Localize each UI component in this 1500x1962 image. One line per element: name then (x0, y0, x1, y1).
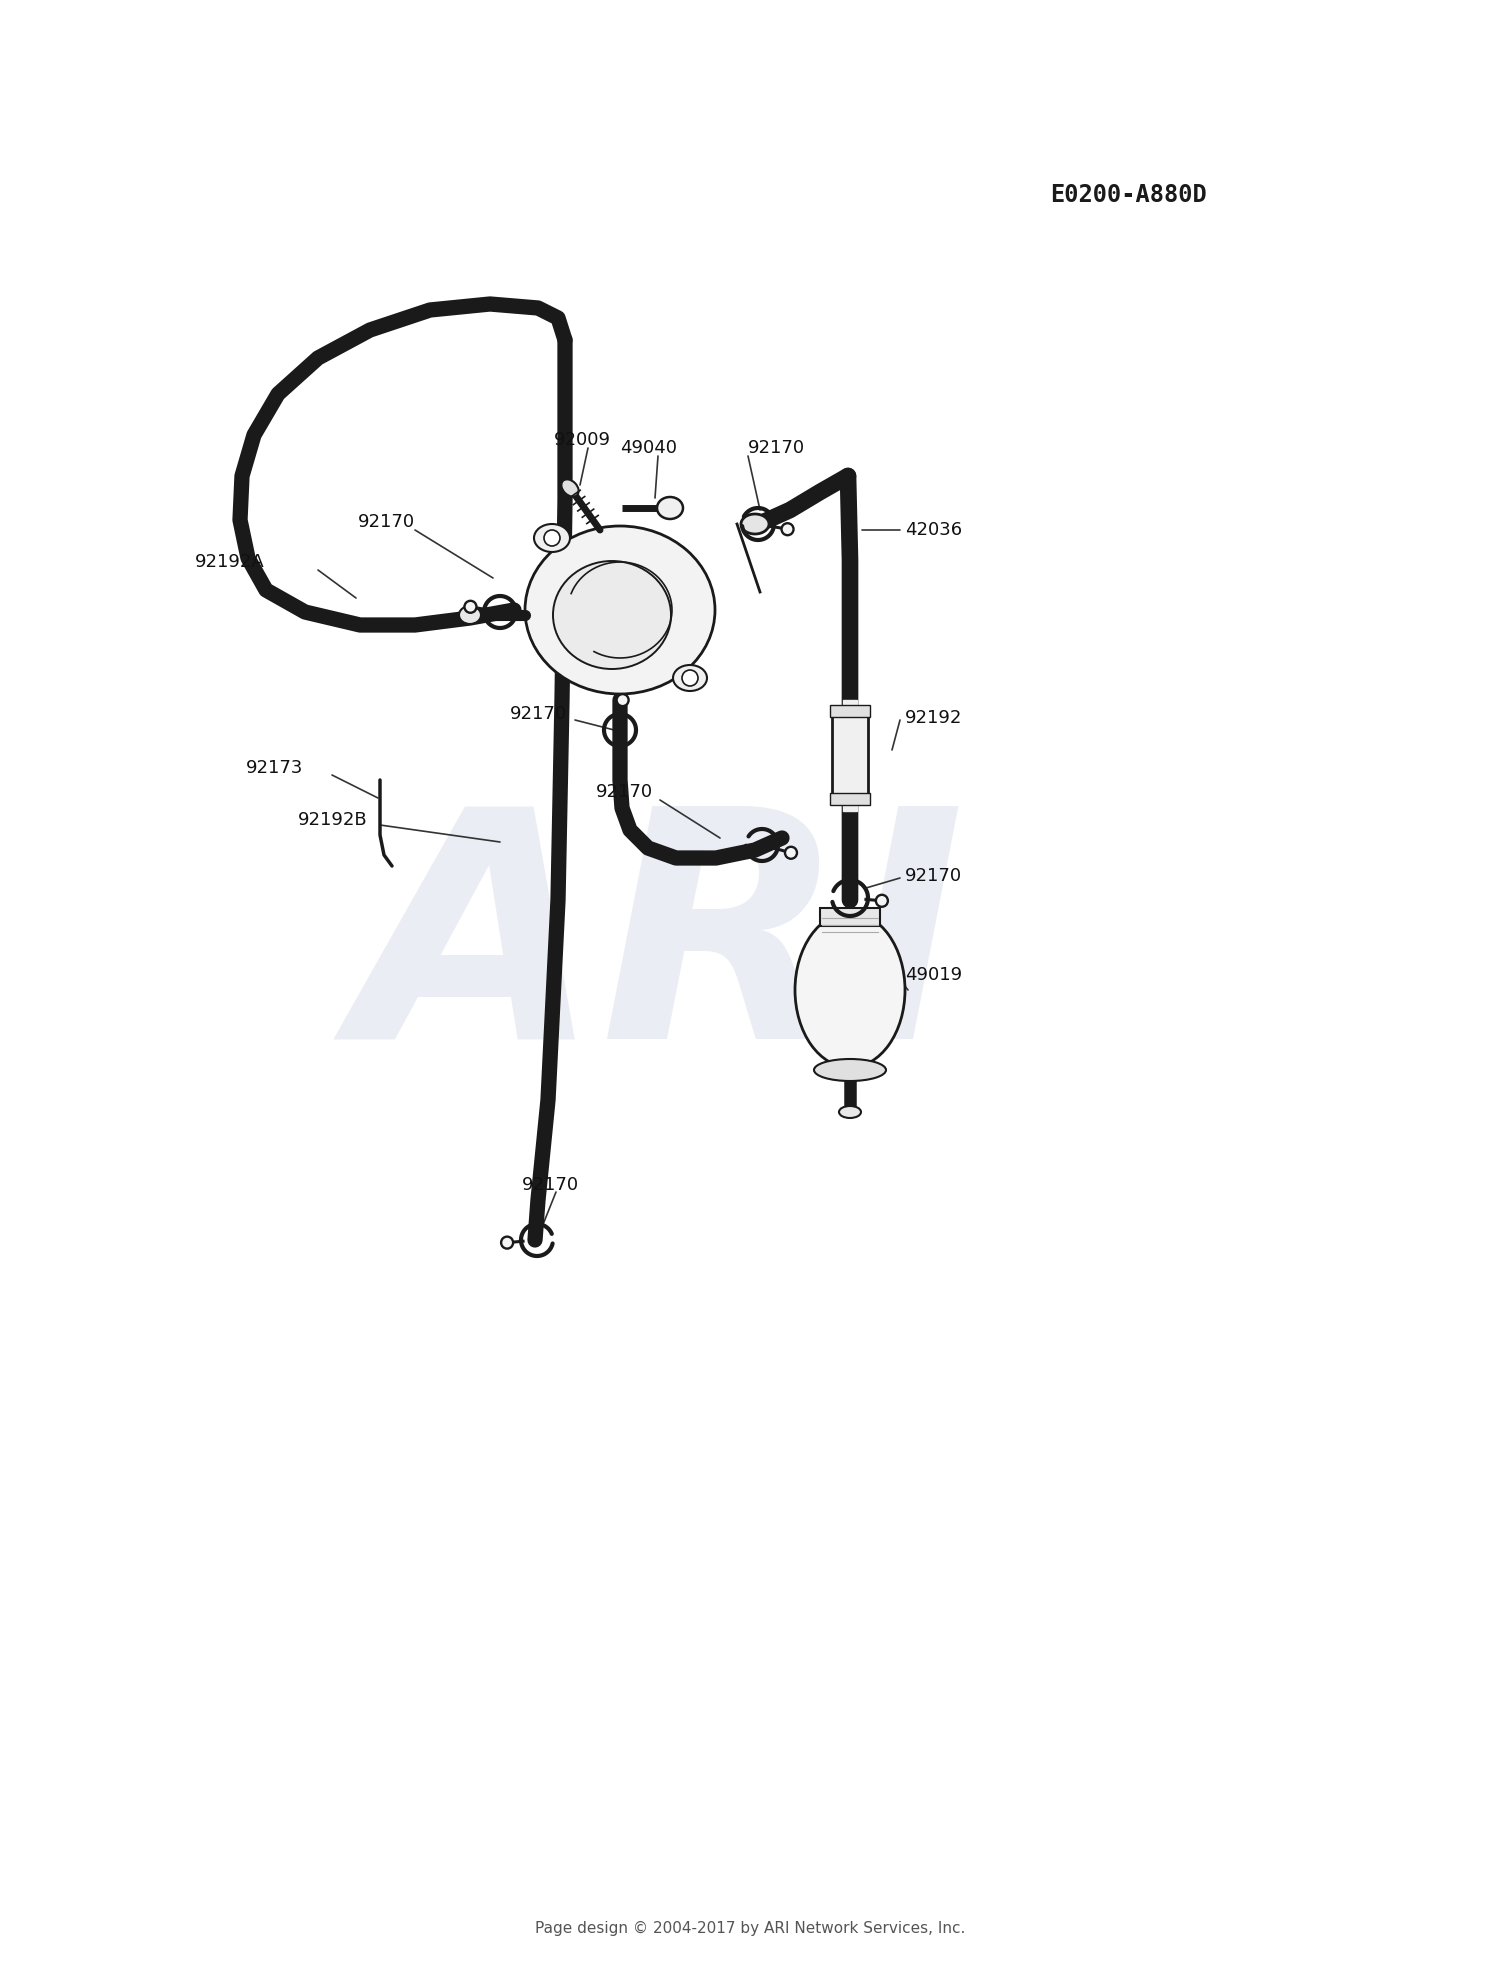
Bar (830, 793, 870, 804)
Text: ARI: ARI (354, 795, 966, 1105)
Ellipse shape (839, 1107, 861, 1118)
Ellipse shape (815, 1059, 886, 1081)
Circle shape (682, 669, 698, 687)
Text: E0200-A880D: E0200-A880D (1050, 182, 1206, 208)
Circle shape (784, 848, 796, 859)
Ellipse shape (525, 526, 716, 695)
Bar (843, 800, 856, 810)
Ellipse shape (674, 665, 706, 691)
Text: 92192A: 92192A (195, 553, 264, 571)
Text: 92170: 92170 (522, 1175, 579, 1195)
Text: 92170: 92170 (510, 704, 567, 724)
Text: 92192B: 92192B (298, 810, 368, 830)
Ellipse shape (534, 524, 570, 551)
Ellipse shape (657, 496, 682, 520)
Circle shape (544, 530, 560, 545)
Text: 92170: 92170 (596, 783, 652, 800)
Circle shape (616, 695, 628, 706)
Text: 92173: 92173 (246, 759, 303, 777)
Bar (830, 704, 870, 716)
Bar (821, 908, 880, 926)
Bar (833, 710, 868, 799)
Ellipse shape (741, 514, 770, 534)
Ellipse shape (459, 606, 482, 624)
Text: 49040: 49040 (620, 439, 676, 457)
Text: 92009: 92009 (554, 432, 610, 449)
Text: 92170: 92170 (748, 439, 806, 457)
Ellipse shape (795, 912, 904, 1067)
Text: 42036: 42036 (904, 522, 962, 540)
Text: 92170: 92170 (358, 512, 416, 532)
Circle shape (876, 895, 888, 906)
Text: Page design © 2004-2017 by ARI Network Services, Inc.: Page design © 2004-2017 by ARI Network S… (536, 1921, 964, 1935)
Bar (843, 700, 856, 710)
Circle shape (501, 1236, 513, 1248)
Circle shape (465, 600, 477, 612)
Text: 92170: 92170 (904, 867, 962, 885)
Text: 92192: 92192 (904, 708, 963, 728)
Text: 49019: 49019 (904, 965, 962, 985)
Ellipse shape (554, 561, 670, 669)
Ellipse shape (561, 479, 579, 496)
Circle shape (782, 524, 794, 536)
